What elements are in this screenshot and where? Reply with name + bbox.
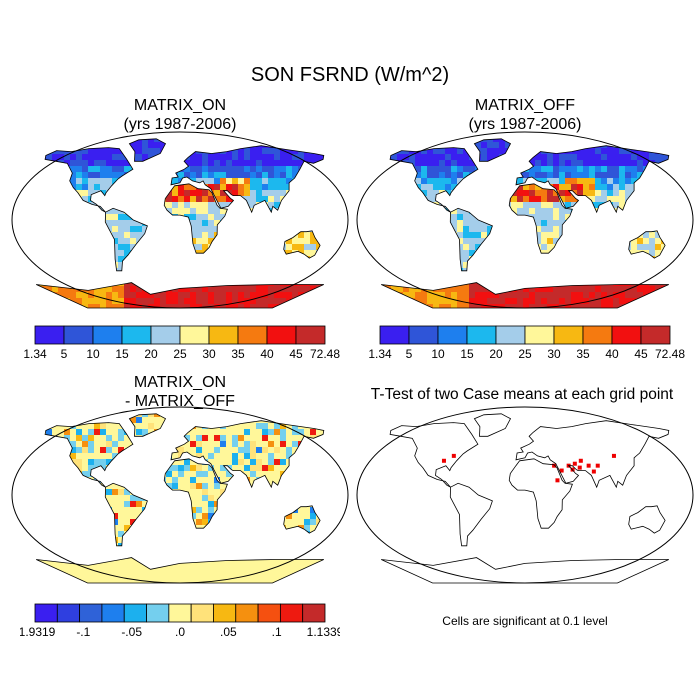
- colorbar-matrix-on-swatch: [237, 325, 268, 345]
- colorbar-matrix-on-swatch: [295, 325, 326, 345]
- colorbar-matrix-on-swatch: [92, 325, 123, 345]
- colorbar-difference-label: .0: [175, 625, 185, 639]
- colorbar-matrix-on-label: 10: [86, 347, 100, 361]
- panel1-title: MATRIX_ON: [133, 97, 227, 114]
- colorbar-difference-label: 1.1339: [307, 625, 340, 639]
- colorbar-matrix-off-swatch: [466, 325, 497, 345]
- figure-title: SON FSRND (W/m^2): [250, 64, 450, 86]
- colorbar-difference-label: .1: [272, 625, 282, 639]
- colorbar-difference-label: .05: [220, 625, 237, 639]
- colorbar-matrix-on-swatch: [63, 325, 94, 345]
- colorbar-matrix-on-label: 5: [61, 347, 68, 361]
- colorbar-difference-swatch: [302, 603, 326, 623]
- colorbar-matrix-on-swatch: [179, 325, 210, 345]
- colorbar-difference-swatch: [279, 603, 304, 623]
- map-difference: [11, 406, 349, 584]
- colorbar-matrix-off-label: 40: [605, 347, 619, 361]
- map-matrix-on: [11, 131, 349, 309]
- colorbar-matrix-off-label: 1.34: [368, 347, 392, 361]
- colorbar-matrix-off-swatch: [524, 325, 555, 345]
- colorbar-matrix-on-swatch: [150, 325, 181, 345]
- colorbar-matrix-off-label: 45: [634, 347, 648, 361]
- colorbar-matrix-off-swatch: [640, 325, 671, 345]
- colorbar-matrix-on-label: 20: [144, 347, 158, 361]
- colorbar-difference-label: -.1: [76, 625, 90, 639]
- colorbar-matrix-off-swatch: [437, 325, 468, 345]
- colorbar-matrix-off-swatch: [582, 325, 613, 345]
- panel3-subtitle: - MATRIX_OFF: [125, 393, 235, 410]
- colorbar-matrix-off-label: 72.48: [655, 347, 685, 361]
- colorbar-matrix-on-swatch: [121, 325, 152, 345]
- colorbar-matrix-on-label: 45: [289, 347, 303, 361]
- panel4-title: T-Test of two Case means at each grid po…: [370, 386, 674, 403]
- colorbar-matrix-off-label: 25: [518, 347, 532, 361]
- panel1-subtitle: (yrs 1987-2006): [123, 116, 237, 133]
- colorbar-difference-swatch: [146, 603, 170, 623]
- colorbar-matrix-on-swatch: [208, 325, 239, 345]
- colorbar-difference-swatch: [257, 603, 281, 623]
- panel2-title: MATRIX_OFF: [474, 97, 576, 114]
- colorbar-difference: -1.9319 -.1 -.05 .0 .05 .1 1.1339: [20, 603, 340, 639]
- colorbar-difference-swatch: [235, 603, 259, 623]
- colorbar-difference-swatch: [56, 603, 81, 623]
- colorbar-matrix-off-swatch: [553, 325, 584, 345]
- colorbar-matrix-on-label: 30: [202, 347, 216, 361]
- colorbar-matrix-off-swatch: [611, 325, 642, 345]
- panel3-title-block: MATRIX_ON - MATRIX_OFF: [50, 373, 310, 411]
- map-ttest: [356, 406, 694, 584]
- colorbar-matrix-off-label: 30: [547, 347, 561, 361]
- colorbar-matrix-off-label: 15: [460, 347, 474, 361]
- colorbar-matrix-off-swatch: [408, 325, 439, 345]
- colorbar-difference-swatch: [213, 603, 237, 623]
- colorbar-difference-swatch: [79, 603, 103, 623]
- colorbar-difference-swatch: [123, 603, 147, 623]
- colorbar-difference-swatch: [168, 603, 192, 623]
- map-matrix-off: [356, 131, 694, 309]
- colorbar-matrix-off-label: 5: [406, 347, 413, 361]
- colorbar-matrix-on-label: 1.34: [23, 347, 47, 361]
- colorbar-matrix-on-label: 40: [260, 347, 274, 361]
- colorbar-matrix-off-label: 35: [576, 347, 590, 361]
- colorbar-matrix-on-swatch: [266, 325, 297, 345]
- colorbar-difference-label: -1.9319: [20, 625, 56, 639]
- colorbar-matrix-on-label: 35: [231, 347, 245, 361]
- panel4-title-block: T-Test of two Case means at each grid po…: [352, 385, 692, 404]
- colorbar-matrix-off: 1.34 5 10 15 20 25 30 35 40 45 72.48: [368, 325, 685, 361]
- colorbar-difference-swatch: [34, 603, 58, 623]
- colorbar-difference-swatch: [101, 603, 125, 623]
- colorbar-matrix-on-label: 15: [115, 347, 129, 361]
- colorbar-matrix-off-swatch: [495, 325, 526, 345]
- panel2-subtitle: (yrs 1987-2006): [468, 116, 582, 133]
- colorbar-matrix-off-swatch: [379, 325, 410, 345]
- colorbar-difference-swatch: [190, 603, 214, 623]
- significance-note: Cells are significant at 0.1 level: [442, 614, 608, 628]
- colorbar-matrix-on-label: 72.48: [310, 347, 340, 361]
- colorbar-matrix-off-label: 20: [489, 347, 503, 361]
- panel3-title: MATRIX_ON: [133, 374, 227, 391]
- panel2-title-block: MATRIX_OFF (yrs 1987-2006): [395, 96, 655, 134]
- colorbar-matrix-on-label: 25: [173, 347, 187, 361]
- colorbar-matrix-off-label: 10: [431, 347, 445, 361]
- panel1-title-block: MATRIX_ON (yrs 1987-2006): [50, 96, 310, 134]
- colorbar-matrix-on-swatch: [34, 325, 65, 345]
- colorbar-difference-label: -.05: [121, 625, 142, 639]
- colorbar-matrix-on: 1.34 5 10 15 20 25 30 35 40 45 72.48: [23, 325, 340, 361]
